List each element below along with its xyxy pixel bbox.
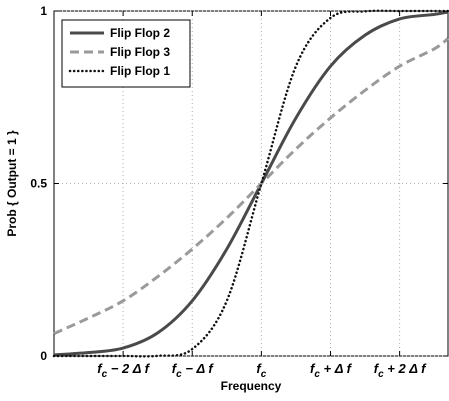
- x-tick-label-4: fc + 2 Δ f: [374, 361, 427, 380]
- x-axis-label: Frequency: [221, 379, 282, 393]
- y-tick-label-1: 0.5: [30, 177, 47, 191]
- x-tick-label-1: fc − Δ f: [172, 361, 215, 380]
- x-axis-ticks: fc − 2 Δ f fc − Δ f fc fc + Δ f fc + 2 Δ f: [97, 11, 427, 380]
- legend-box: [61, 19, 191, 88]
- legend-label-3: Flip Flop 1: [110, 64, 170, 78]
- x-tick-label-2: fc: [256, 361, 266, 380]
- y-axis-label: Prob { Output = 1 }: [5, 130, 19, 237]
- series-lines: [52, 9, 449, 358]
- legend-label-1: Flip Flop 2: [110, 26, 170, 40]
- x-tick-label-0: fc − 2 Δ f: [97, 361, 150, 380]
- legend: Flip Flop 2 Flip Flop 3 Flip Flop 1: [61, 19, 191, 88]
- y-tick-label-0: 0: [40, 349, 47, 363]
- legend-label-2: Flip Flop 3: [110, 45, 170, 59]
- y-axis-ticks: 00.51: [30, 4, 448, 363]
- x-tick-label-3: fc + Δ f: [310, 361, 353, 380]
- series-line-2: [53, 37, 449, 335]
- series-line-3: [52, 9, 449, 358]
- y-tick-label-2: 1: [40, 4, 47, 18]
